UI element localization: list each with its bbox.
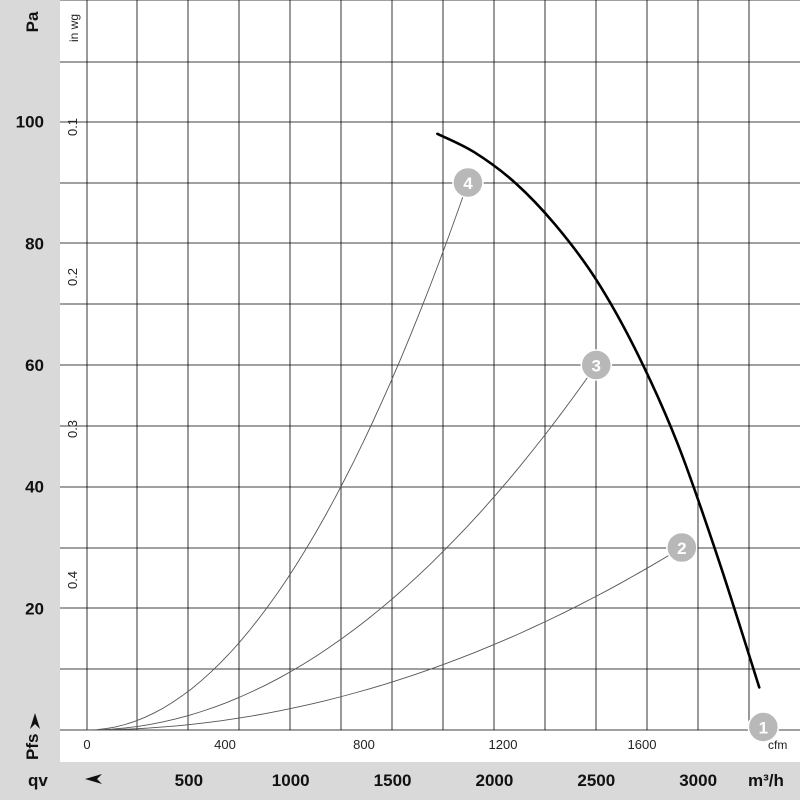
inwg-tick-label: 0.2 (65, 268, 80, 286)
operating-points: 1 2 3 4 (452, 166, 780, 743)
inwg-unit-label: in wg (67, 14, 81, 42)
qv-arrow-icon (85, 774, 102, 784)
pa-tick-label: 100 (16, 113, 44, 132)
pa-tick-label: 60 (25, 356, 44, 375)
operating-point-marker (452, 166, 484, 199)
qv-tick-label: 1500 (374, 771, 412, 790)
pa-tick-label: 80 (25, 234, 44, 253)
pa-axis-band (0, 0, 60, 800)
pa-tick-label: 40 (25, 478, 44, 497)
cfm-tick-label: 400 (214, 737, 236, 752)
grid (60, 0, 800, 731)
cfm-tick-label: 0 (83, 737, 90, 752)
inwg-tick-labels: 0.1 0.2 0.3 0.4 (65, 118, 80, 589)
qv-tick-label: 500 (175, 771, 203, 790)
pressure-symbol-label: Pfs (23, 734, 42, 760)
operating-point-marker (580, 349, 613, 381)
operating-point-label: 3 (592, 357, 601, 376)
qv-tick-label: 3000 (679, 771, 717, 790)
system-curve-2 (86, 547, 683, 731)
system-curves (86, 182, 683, 731)
qv-axis-band (0, 762, 800, 800)
operating-point-marker (666, 531, 698, 564)
operating-point-1: 1 (747, 711, 780, 743)
inwg-tick-label: 0.1 (65, 118, 80, 136)
qv-tick-label: 2500 (577, 771, 615, 790)
inwg-tick-label: 0.4 (65, 571, 80, 589)
operating-point-4: 4 (452, 166, 484, 199)
pa-tick-label: 20 (25, 599, 44, 618)
cfm-tick-labels: 0 400 800 1200 1600 (83, 737, 656, 752)
qv-tick-label: 1000 (272, 771, 310, 790)
operating-point-label: 2 (677, 539, 686, 558)
pa-unit-label: Pa (23, 11, 42, 32)
qv-tick-labels: 500 1000 1500 2000 2500 3000 (175, 771, 717, 790)
inwg-tick-label: 0.3 (65, 420, 80, 438)
qv-symbol-label: qv (28, 771, 48, 790)
cfm-tick-label: 800 (353, 737, 375, 752)
pa-tick-labels: 20 40 60 80 100 (16, 113, 44, 619)
operating-point-marker (747, 711, 780, 743)
cfm-tick-label: 1600 (628, 737, 657, 752)
fan-curve-line (436, 132, 761, 689)
qv-tick-label: 2000 (476, 771, 514, 790)
system-curve-4 (86, 182, 469, 731)
system-curve-3 (86, 364, 597, 731)
qv-unit-label: m³/h (748, 771, 784, 790)
operating-point-2: 2 (666, 531, 698, 564)
operating-point-3: 3 (580, 349, 613, 381)
cfm-unit-label: cfm (768, 738, 787, 752)
pressure-arrow-icon (30, 713, 40, 729)
cfm-tick-label: 1200 (489, 737, 518, 752)
operating-point-label: 4 (463, 174, 473, 193)
operating-point-label: 1 (759, 718, 768, 737)
